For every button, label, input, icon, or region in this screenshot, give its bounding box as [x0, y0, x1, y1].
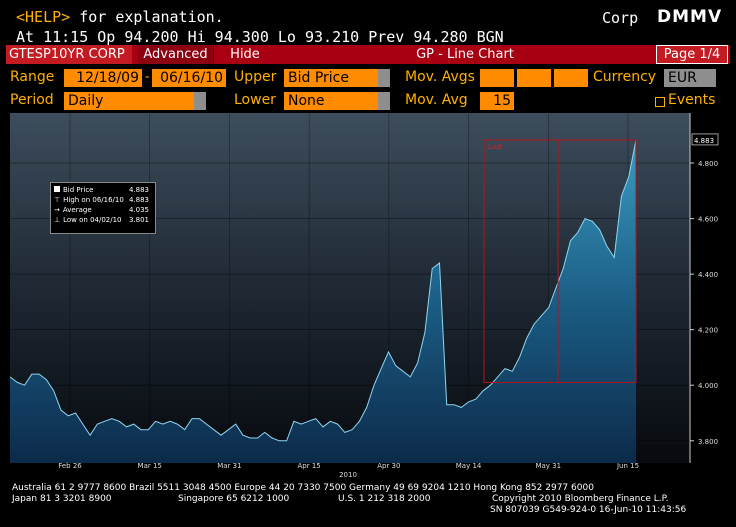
lower-label: Lower: [234, 92, 276, 108]
y-tick-label: 4.800: [698, 160, 718, 168]
x-tick-label: Apr 15: [298, 462, 321, 470]
chart-legend: Bid Price 4.883 ⊤ High on 06/16/10 4.883 → A…: [50, 182, 156, 234]
x-tick-label: Feb 26: [58, 462, 82, 470]
quote-line: At 11:15 Op 94.200 Hi 94.300 Lo 93.210 P…: [16, 28, 504, 46]
y-tick-label: 4.400: [698, 271, 718, 279]
dropdown-icon[interactable]: [194, 92, 206, 110]
low-marker-icon: ⊥: [54, 216, 61, 224]
mov-avg-field-1[interactable]: [480, 69, 514, 87]
currency-label: Currency: [593, 69, 657, 85]
range-label: Range: [10, 69, 55, 85]
start-date-field[interactable]: 12/18/09: [64, 69, 142, 87]
square-icon: [54, 186, 60, 192]
period-label: Period: [10, 92, 54, 108]
average-marker-icon: →: [54, 206, 60, 214]
footer-phone-us: U.S. 1 212 318 2000: [338, 494, 431, 504]
dropdown-icon[interactable]: [378, 92, 390, 110]
x-tick-label: Apr 30: [377, 462, 400, 470]
ticker-tab[interactable]: GTESP10YR CORP: [6, 45, 132, 64]
upper-value: Bid Price: [288, 70, 349, 86]
chart-title: GP - Line Chart: [416, 47, 514, 62]
y-tick-label: 4.600: [698, 216, 718, 224]
period-select[interactable]: Daily: [64, 92, 206, 110]
y-tick-label: 3.800: [698, 438, 718, 446]
help-text: for explanation.: [70, 8, 224, 26]
mov-avg-field-2[interactable]: [517, 69, 551, 87]
lower-select[interactable]: None: [284, 92, 390, 110]
footer-copyright: Copyright 2010 Bloomberg Finance L.P.: [492, 494, 669, 504]
legend-value: 4.035: [128, 206, 149, 214]
events-label[interactable]: Events: [668, 92, 716, 108]
annotation-layer: Last: [483, 139, 637, 383]
annotation-box: [483, 139, 637, 383]
chart-area[interactable]: Last 3.800 4.000 4.200 4.400 4.600 4.800 4.883…: [9, 113, 726, 483]
legend-label: Low on 04/02/10: [63, 216, 122, 224]
mov-avg-field-3[interactable]: [554, 69, 588, 87]
x-tick-label: Mar 31: [217, 462, 241, 470]
lower-value: None: [288, 93, 325, 109]
mov-avgs-label: Mov. Avgs: [405, 69, 475, 85]
help-key[interactable]: <HELP>: [16, 8, 71, 26]
annotation-label: Last: [488, 143, 503, 151]
dropdown-icon[interactable]: [378, 69, 390, 87]
line-chart[interactable]: Last 3.800 4.000 4.200 4.400 4.600 4.800 4.883…: [9, 113, 726, 483]
currency-field[interactable]: EUR: [664, 69, 716, 87]
help-line: <HELP> for explanation.: [16, 8, 224, 26]
last-value-badge: [691, 133, 719, 146]
series-layer: [9, 139, 637, 463]
legend-row-average: → Average 4.035: [54, 206, 152, 215]
market-sector: Corp: [602, 9, 639, 27]
x-tick-label: Jun 15: [616, 462, 639, 470]
footer-phone-japan: Japan 81 3 3201 8900: [12, 494, 112, 504]
x-tick-label: May 31: [535, 462, 561, 470]
upper-select[interactable]: Bid Price: [284, 69, 390, 87]
legend-row-high: ⊤ High on 06/16/10 4.883: [54, 196, 152, 205]
events-checkbox[interactable]: [655, 97, 665, 107]
x-axis: Feb 26 Mar 15 Mar 31 Apr 15 Apr 30 May 14 May …: [58, 462, 639, 479]
page-indicator[interactable]: Page 1/4: [656, 45, 728, 64]
legend-label: High on 06/16/10: [63, 196, 124, 204]
legend-value: 4.883: [128, 196, 149, 204]
advanced-button[interactable]: Advanced: [138, 45, 214, 64]
legend-label: Bid Price: [63, 186, 94, 194]
legend-row-bid: Bid Price 4.883: [54, 186, 152, 195]
period-value: Daily: [68, 93, 104, 109]
y-axis: 3.800 4.000 4.200 4.400 4.600 4.800 4.883: [689, 113, 719, 463]
y-tick-label: 4.200: [698, 327, 718, 335]
bid-price-line: [9, 139, 637, 442]
footer-line-1: Australia 61 2 9777 8600 Brazil 5511 304…: [12, 483, 594, 493]
mov-avg-period-field[interactable]: 15: [480, 92, 514, 110]
y-tick-label: 4.000: [698, 382, 718, 390]
last-value-label: 4.883: [694, 137, 714, 145]
bid-price-area: [10, 139, 636, 463]
mov-avg-label: Mov. Avg: [405, 92, 468, 108]
footer-serial: SN 807039 G549-924-0 16-Jun-10 11:43:56: [490, 505, 687, 515]
x-tick-label: Mar 15: [138, 462, 162, 470]
footer-phone-singapore: Singapore 65 6212 1000: [178, 494, 290, 504]
x-year-label: 2010: [339, 471, 357, 479]
range-separator: -: [143, 69, 152, 85]
hide-button[interactable]: Hide: [214, 45, 276, 64]
high-marker-icon: ⊤: [54, 196, 61, 204]
legend-row-low: ⊥ Low on 04/02/10 3.801: [54, 216, 152, 225]
x-tick-label: May 14: [456, 462, 482, 470]
legend-value: 3.801: [128, 216, 149, 224]
end-date-field[interactable]: 06/16/10: [152, 69, 226, 87]
function-code: DMMV: [657, 7, 723, 27]
legend-label: Average: [62, 206, 92, 214]
upper-label: Upper: [234, 69, 277, 85]
legend-value: 4.883: [128, 186, 149, 194]
